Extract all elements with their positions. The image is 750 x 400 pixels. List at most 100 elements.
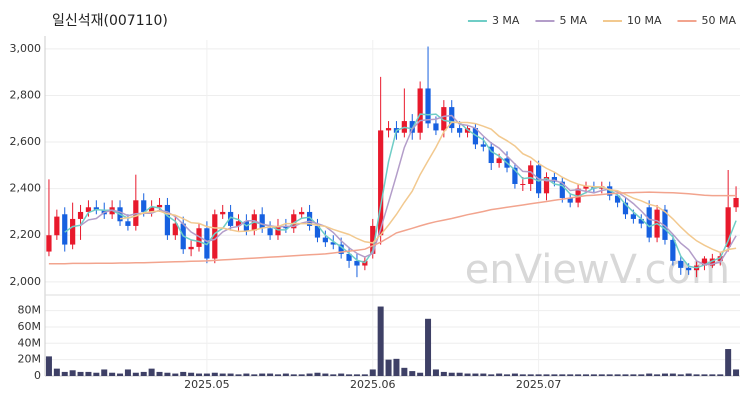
volume-bar xyxy=(527,374,534,376)
candle-body xyxy=(220,211,226,215)
volume-bar xyxy=(361,374,368,376)
candle-body xyxy=(425,88,431,124)
volume-bar xyxy=(385,359,392,376)
candle-body xyxy=(583,186,589,189)
candle-body xyxy=(701,258,708,266)
volume-bar xyxy=(480,373,487,376)
volume-bar xyxy=(188,372,195,376)
candle-body xyxy=(630,214,636,219)
candle-body xyxy=(291,214,297,229)
volume-bar xyxy=(709,374,716,376)
volume-bar xyxy=(77,371,84,376)
candle-body xyxy=(520,183,526,185)
candle-body xyxy=(149,207,155,212)
volume-bar xyxy=(488,374,495,376)
volume-bar xyxy=(243,373,250,376)
y-tick-label: 2,400 xyxy=(10,182,42,195)
volume-bar xyxy=(440,371,447,376)
volume-bar xyxy=(630,374,637,376)
legend-label: 3 MA xyxy=(492,14,520,27)
candle-body xyxy=(330,242,336,245)
chart-title: 일신석재(007110) xyxy=(52,13,168,29)
volume-bar xyxy=(251,374,258,376)
volume-bar xyxy=(551,374,558,376)
volume-bar xyxy=(693,374,700,376)
volume-bar xyxy=(614,374,621,376)
candle-body xyxy=(409,121,415,133)
candle-body xyxy=(46,235,52,252)
y-tick-label: 0 xyxy=(34,369,41,382)
y-tick-label: 20M xyxy=(18,353,42,366)
volume-bar xyxy=(109,372,116,376)
candle-body xyxy=(188,246,194,250)
volume-bar xyxy=(622,374,629,376)
volume-bar xyxy=(148,368,155,376)
volume-bar xyxy=(417,372,424,376)
volume-bar xyxy=(717,374,724,376)
legend-label: 10 MA xyxy=(627,14,662,27)
volume-bar xyxy=(274,374,281,376)
candle-body xyxy=(54,216,60,236)
volume-bar xyxy=(432,369,439,376)
candle-body xyxy=(306,211,313,226)
volume-bar xyxy=(638,374,645,376)
volume-bar xyxy=(124,369,131,376)
volume-bar xyxy=(298,374,305,376)
x-tick-label: 2025.06 xyxy=(350,378,396,391)
volume-bar xyxy=(543,374,550,376)
candle-body xyxy=(354,260,360,266)
volume-bar xyxy=(330,374,337,376)
candle-body xyxy=(156,204,163,208)
ma-line xyxy=(80,114,737,266)
candle-body xyxy=(141,200,147,212)
volume-bar xyxy=(504,374,511,376)
volume-bar xyxy=(61,371,68,376)
volume-bar xyxy=(267,373,274,376)
volume-bar xyxy=(496,373,503,376)
candle-body xyxy=(70,218,76,245)
y-tick-label: 2,200 xyxy=(10,228,42,241)
y-tick-label: 3,000 xyxy=(10,42,42,55)
volume-bar xyxy=(606,374,613,376)
candle-body xyxy=(686,267,692,271)
ma-line xyxy=(48,191,737,265)
volume-bar xyxy=(259,373,266,376)
candle-body xyxy=(567,197,573,203)
legend-label: 50 MA xyxy=(701,14,736,27)
ma-line xyxy=(119,121,737,254)
candle-body xyxy=(196,228,202,247)
volume-bar xyxy=(401,367,408,376)
candle-body xyxy=(528,165,534,184)
candle-body xyxy=(378,130,384,236)
y-tick-label: 40M xyxy=(18,336,42,349)
volume-bar xyxy=(448,372,455,376)
volume-bar xyxy=(464,373,471,376)
volume-bar xyxy=(117,373,124,376)
volume-bar xyxy=(725,349,732,376)
candle-body xyxy=(125,221,131,226)
volume-bar xyxy=(338,373,345,376)
volume-bar xyxy=(677,374,684,376)
volume-bar xyxy=(164,372,171,376)
candle-body xyxy=(614,195,621,203)
volume-bar xyxy=(685,373,692,376)
candle-body xyxy=(417,88,423,133)
volume-bar xyxy=(219,373,226,376)
candle-body xyxy=(299,211,305,215)
volume-bar xyxy=(733,369,740,376)
candle-body xyxy=(267,228,273,236)
volume-bar xyxy=(282,373,289,376)
volume-bar xyxy=(590,374,597,376)
volume-bar xyxy=(535,374,542,376)
candle-body xyxy=(62,214,68,245)
candle-body xyxy=(85,207,92,212)
volume-bar xyxy=(85,371,92,376)
y-tick-label: 60M xyxy=(18,320,42,333)
volume-bar xyxy=(582,374,589,376)
volume-bar xyxy=(519,374,526,376)
candle-body xyxy=(449,107,455,129)
candle-body xyxy=(646,207,652,238)
candle-body xyxy=(488,146,494,164)
volume-bar xyxy=(511,373,518,376)
